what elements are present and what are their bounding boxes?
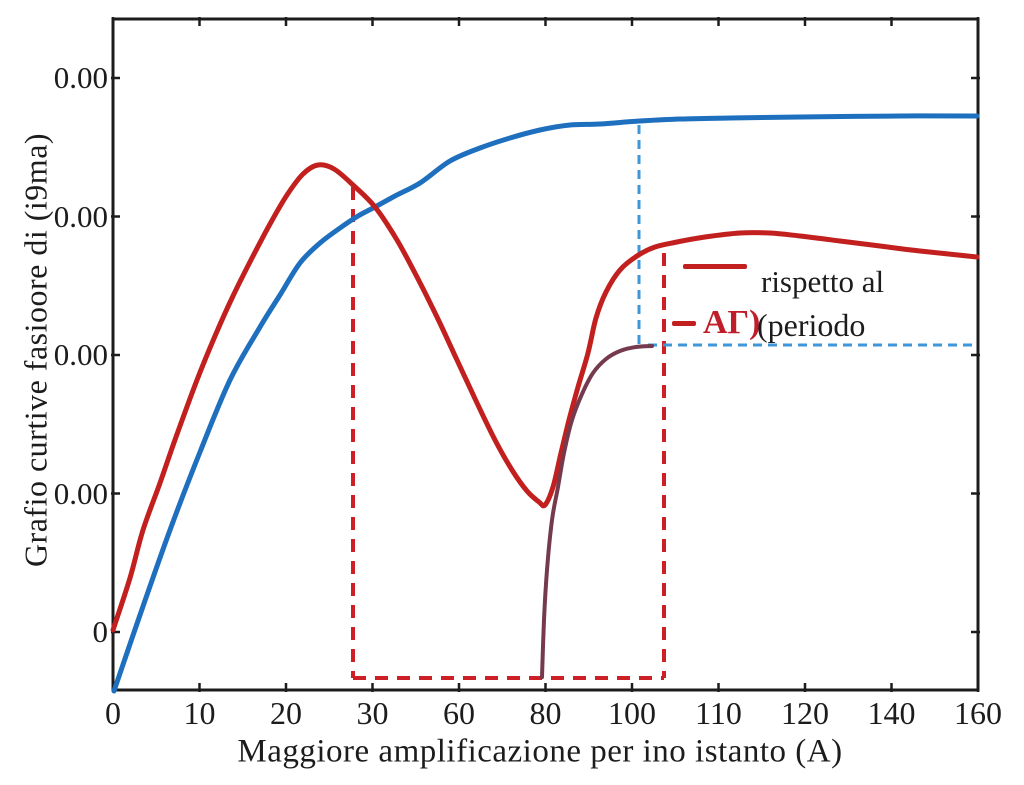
blue-saturating-curve xyxy=(111,113,980,694)
red-resonance-curve xyxy=(110,162,980,633)
maroon-rise-curve xyxy=(540,344,654,679)
